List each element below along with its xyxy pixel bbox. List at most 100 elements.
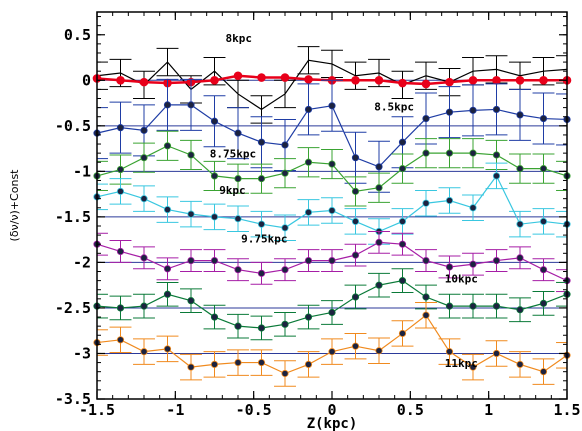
data-point	[234, 322, 242, 330]
data-point	[304, 208, 313, 216]
data-point	[116, 187, 125, 195]
data-point	[398, 277, 407, 285]
series-9kpc	[93, 162, 571, 245]
x-tick-label: 0.5	[397, 401, 424, 419]
series-annotation: 8.5kpc	[374, 100, 414, 113]
data-point	[469, 363, 477, 371]
x-tick-label: -1	[166, 401, 184, 419]
data-point	[210, 213, 219, 221]
data-point	[351, 293, 360, 301]
data-point	[210, 360, 219, 368]
data-point	[328, 206, 336, 215]
y-tick-label: 0	[82, 71, 91, 89]
data-point	[422, 114, 430, 123]
series-8-5kpc	[93, 78, 571, 193]
data-point	[539, 165, 548, 173]
series-11kpc	[93, 301, 571, 387]
data-point	[139, 77, 149, 87]
data-point	[516, 306, 524, 314]
data-point	[351, 251, 360, 259]
series-layer	[92, 46, 572, 387]
data-point	[492, 172, 501, 180]
data-point	[257, 73, 266, 82]
data-point	[163, 101, 172, 109]
data-point	[539, 299, 548, 307]
x-tick-label: -1.5	[79, 401, 115, 419]
data-point	[304, 256, 313, 265]
y-axis-label: (δν/ν)+Const	[8, 169, 21, 242]
data-point	[187, 363, 195, 371]
data-point	[492, 256, 501, 265]
data-point	[539, 266, 548, 274]
series-10kpc	[93, 268, 571, 341]
data-point	[257, 138, 266, 146]
data-point	[281, 266, 289, 274]
data-point	[163, 345, 172, 353]
data-point	[234, 175, 242, 183]
data-point	[234, 215, 242, 223]
data-point	[304, 360, 313, 368]
data-point	[140, 302, 148, 310]
data-point	[257, 175, 266, 183]
data-point	[187, 256, 195, 265]
data-point	[257, 269, 266, 277]
data-point	[445, 196, 454, 205]
data-point	[468, 75, 478, 85]
data-point	[163, 205, 172, 214]
data-point	[422, 256, 430, 265]
data-point	[516, 111, 524, 119]
data-point	[328, 160, 336, 168]
data-point	[328, 102, 336, 110]
data-point	[233, 71, 243, 81]
x-axis-label: Z(kpc)	[307, 416, 358, 431]
data-point	[539, 114, 548, 123]
data-point	[539, 75, 548, 85]
y-tick-label: -1.5	[55, 208, 91, 226]
data-point	[140, 126, 148, 134]
data-point	[304, 158, 313, 166]
data-point	[210, 172, 219, 180]
data-point	[445, 149, 454, 157]
y-tick-label: -2.5	[55, 299, 91, 317]
data-point	[281, 169, 289, 177]
data-point	[398, 240, 407, 248]
data-point	[163, 290, 172, 298]
data-point	[163, 142, 172, 150]
data-point	[116, 247, 125, 256]
data-point	[234, 129, 242, 137]
data-point	[210, 313, 219, 321]
data-point	[445, 77, 454, 87]
data-point	[422, 293, 430, 301]
x-tick-label: 0	[327, 401, 336, 419]
data-point	[210, 256, 219, 265]
data-point	[469, 106, 477, 114]
data-point	[257, 358, 266, 367]
y-tick-label: -2	[73, 253, 91, 271]
data-point	[492, 75, 501, 85]
data-point	[469, 204, 477, 212]
data-point	[116, 336, 125, 344]
data-point	[469, 149, 477, 157]
data-point	[516, 254, 524, 262]
data-point	[351, 154, 360, 162]
data-point	[116, 304, 125, 312]
data-point	[281, 369, 289, 378]
data-point	[492, 302, 501, 310]
data-point	[187, 151, 195, 159]
y-tick-label: 0.5	[64, 26, 91, 44]
y-tick-label: -3	[73, 344, 91, 362]
data-point	[469, 260, 477, 268]
data-point	[257, 324, 266, 332]
data-point	[539, 217, 548, 226]
data-point	[516, 360, 524, 368]
data-point	[422, 199, 430, 207]
x-tick-label: 1.5	[553, 401, 580, 419]
data-point	[398, 78, 407, 88]
data-point	[116, 124, 125, 132]
series-annotation: 10kpc	[445, 272, 478, 285]
labels-layer: -1.5 -1 -0.5 0 0.5 1 1.5 0.5 0 -0.5 -1 -1.5 -2 -2.5 -3…	[55, 26, 581, 419]
y-tick-label: -3.5	[55, 390, 91, 408]
data-point	[469, 302, 477, 310]
